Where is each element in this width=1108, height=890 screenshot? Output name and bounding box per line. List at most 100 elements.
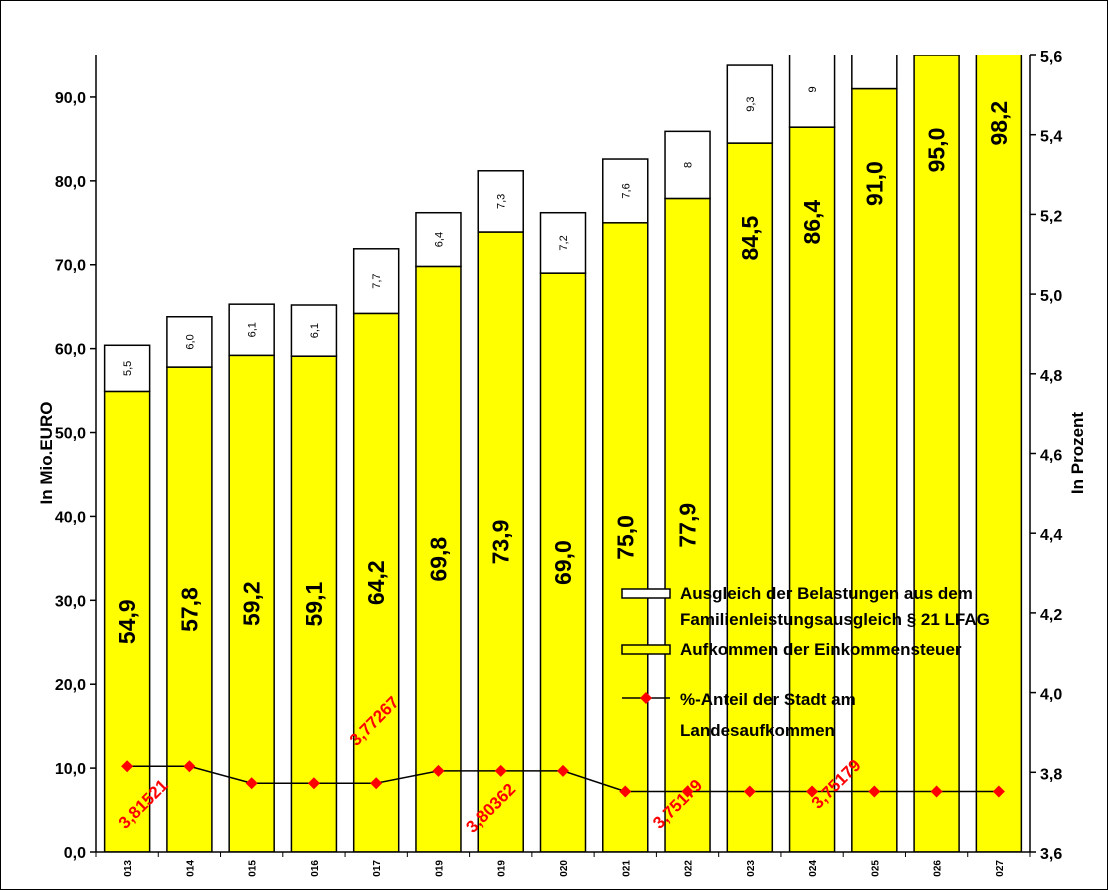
bar-einkommensteuer (103, 390, 151, 852)
bar-ausgleich (352, 248, 400, 315)
bar-einkommensteuer (415, 265, 462, 852)
y-axis-title-right: In Prozent (1068, 412, 1087, 495)
y-tick-label: 10,0 (55, 761, 86, 778)
bar-einkommensteuer (352, 312, 400, 852)
bar-value-label: 57,8 (176, 587, 202, 632)
y-right-tick-label: 4,6 (1040, 448, 1062, 465)
pct-marker (619, 785, 632, 798)
bar-einkommensteuer (726, 142, 774, 852)
x-tick-label: 025 (870, 860, 881, 877)
segment-value-label: 8 (683, 162, 695, 168)
pct-marker (743, 785, 756, 798)
y-tick-label: 30,0 (55, 593, 86, 610)
y-right-tick-label: 4,8 (1040, 368, 1062, 385)
y-right-tick-label: 3,8 (1040, 766, 1062, 783)
y-tick-label: 0,0 (64, 845, 86, 862)
segment-value-label: 7,2 (558, 235, 570, 250)
legend-swatch-marker (640, 692, 652, 704)
bar-einkommensteuer (788, 126, 836, 852)
legend-label-ausgleich: Ausgleich der Belastungen aus dem (680, 584, 973, 603)
bar-value-label: 84,5 (737, 215, 763, 260)
bar-group (103, 55, 1023, 852)
legend-label-einkommensteuer: Aufkommen der Einkommensteuer (680, 640, 962, 659)
y-tick-label: 40,0 (55, 509, 86, 526)
x-tick-label: 016 (310, 860, 321, 877)
bar-value-label: 59,2 (239, 581, 265, 626)
y-tick-label: 50,0 (55, 426, 86, 443)
pct-marker (121, 760, 134, 773)
x-tick-label: 022 (684, 860, 695, 877)
pct-marker (494, 764, 507, 777)
y-tick-label: 60,0 (55, 342, 86, 359)
y-right-tick-label: 5,6 (1040, 49, 1062, 66)
legend-swatch-einkommensteuer (621, 644, 671, 655)
bar-ausgleich (290, 304, 338, 357)
bar-value-label: 95,0 (924, 128, 950, 173)
bar-value-label: 98,2 (986, 101, 1012, 146)
bar-ausgleich (228, 303, 275, 357)
x-tick-label: 023 (746, 860, 757, 877)
bar-value-label: 69,0 (550, 540, 576, 585)
y-right-tick-label: 4,0 (1040, 687, 1062, 704)
y-tick-label: 70,0 (55, 258, 86, 275)
x-tick-label: 015 (248, 860, 259, 877)
x-tick-label: 020 (559, 860, 570, 877)
segment-value-label: 7,7 (371, 273, 383, 288)
x-tick-label: 026 (933, 860, 944, 877)
pct-marker (681, 785, 694, 798)
pct-marker (992, 785, 1005, 798)
pct-marker (868, 785, 881, 798)
pct-marker (557, 764, 569, 777)
bar-ausgleich (539, 211, 587, 274)
segment-value-label: 6,1 (309, 323, 321, 338)
pct-marker (370, 777, 383, 790)
bar-value-label: 64,2 (363, 560, 389, 605)
bar-value-label: 75,0 (612, 515, 638, 560)
bar-einkommensteuer (290, 355, 338, 852)
bar-ausgleich (103, 344, 151, 393)
x-tick-label: 013 (123, 860, 134, 877)
x-tick-label: 019 (434, 860, 445, 877)
bar-value-label: 77,9 (675, 503, 701, 548)
y-axis-title-left: In Mio.EURO (37, 402, 56, 505)
pct-marker (183, 760, 196, 773)
x-tick-label: 021 (621, 860, 632, 877)
y-right-tick-label: 4,4 (1040, 527, 1062, 544)
bar-ausgleich (477, 170, 524, 233)
pct-marker (930, 785, 943, 798)
legend-label-anteil: Landesaufkommen (680, 721, 835, 740)
bar-value-label: 73,9 (488, 520, 514, 565)
bar-ausgleich-overflow (851, 55, 898, 90)
bar-value-label: 59,1 (301, 582, 327, 627)
bar-einkommensteuer (975, 55, 1023, 852)
x-tick-label: 027 (995, 860, 1006, 877)
legend-swatch-ausgleich (621, 588, 671, 599)
y-right-tick-label: 3,6 (1040, 846, 1062, 863)
bar-ausgleich (726, 64, 774, 144)
legend-label-anteil: %-Anteil der Stadt am (680, 690, 856, 709)
segment-value-label: 6,1 (247, 322, 259, 337)
bar-ausgleich (415, 211, 462, 268)
segment-value-label: 9 (807, 86, 819, 92)
x-tick-label: 017 (372, 860, 383, 877)
segment-value-label: 7,6 (620, 183, 632, 198)
pct-marker (432, 764, 445, 777)
bar-value-label: 69,8 (425, 537, 451, 582)
bar-value-label: 91,0 (861, 161, 887, 206)
bar-einkommensteuer (539, 272, 587, 852)
y-right-tick-label: 5,4 (1040, 129, 1062, 146)
bar-einkommensteuer (602, 222, 649, 852)
bar-value-label: 86,4 (799, 200, 825, 245)
segment-value-label: 5,5 (122, 361, 134, 376)
x-tick-label: 024 (808, 860, 819, 877)
segment-value-label: 9,3 (745, 96, 757, 111)
y-tick-label: 80,0 (55, 174, 86, 191)
segment-value-label: 6,0 (184, 334, 196, 349)
y-right-tick-label: 5,2 (1040, 208, 1062, 225)
y-right-tick-label: 4,2 (1040, 607, 1062, 624)
segment-value-label: 6,4 (433, 232, 445, 247)
x-tick-label: 019 (497, 860, 508, 877)
x-tick-label: 014 (185, 860, 196, 877)
bar-ausgleich (788, 55, 836, 128)
